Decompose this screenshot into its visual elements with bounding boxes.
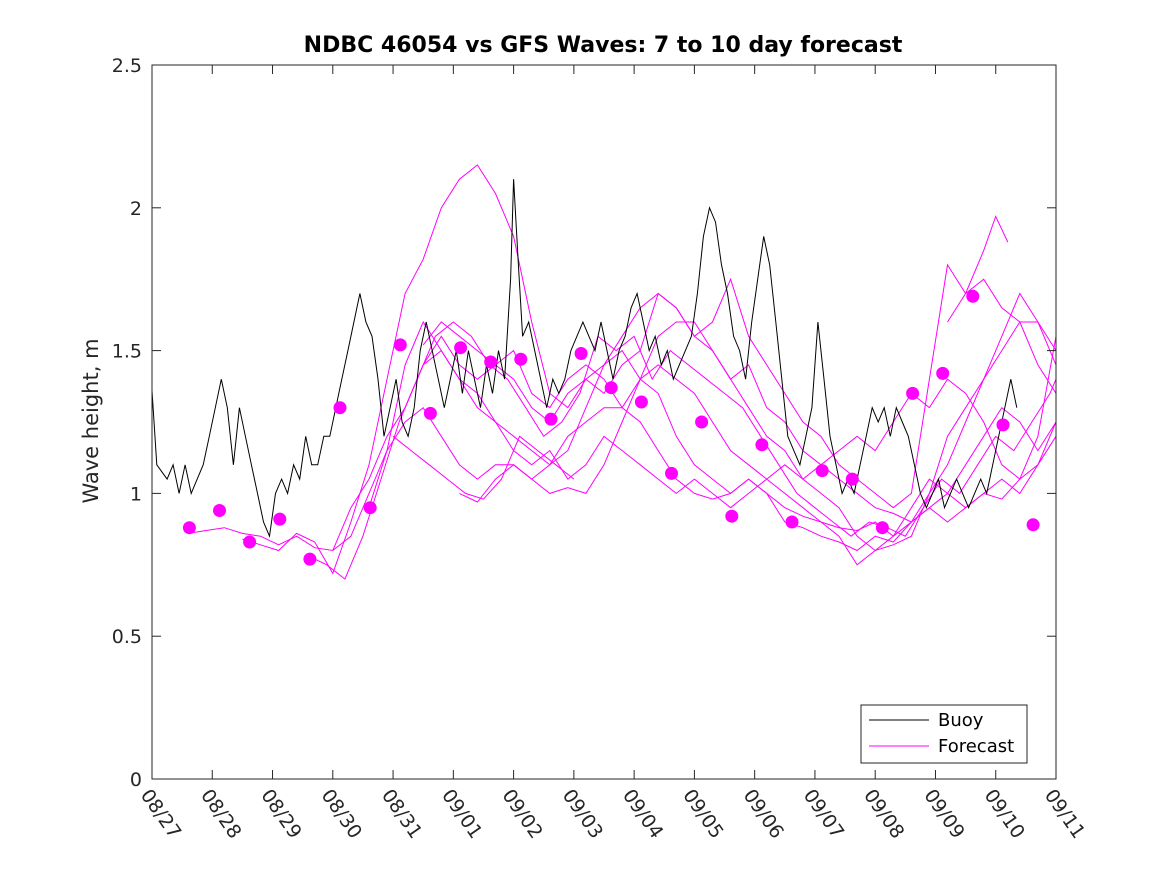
x-tick-label: 09/05 <box>678 785 727 842</box>
x-tick-label: 08/28 <box>196 785 245 842</box>
x-tick-label: 09/04 <box>618 785 667 842</box>
forecast-marker-2 <box>213 504 226 517</box>
forecast-lines <box>188 164 1057 580</box>
forecast-marker-6 <box>333 401 347 415</box>
plot-area <box>151 64 1057 780</box>
x-tick-label: 09/09 <box>919 785 968 842</box>
buoy-line <box>151 179 1018 539</box>
forecast-marker-25 <box>906 386 920 400</box>
forecast-line-9 <box>459 292 1057 566</box>
x-tick-label: 08/27 <box>136 785 185 842</box>
forecast-marker-8 <box>393 338 407 352</box>
forecast-marker-26 <box>936 366 950 380</box>
y-axis-label: Wave height, m <box>79 338 103 503</box>
forecast-marker-19 <box>725 509 739 523</box>
forecast-marker-18 <box>695 415 709 429</box>
buoy-line-group <box>151 179 1018 539</box>
forecast-marker-14 <box>574 347 588 360</box>
x-tick-label: 08/29 <box>256 785 305 842</box>
forecast-marker-15 <box>604 381 618 395</box>
forecast-marker-5 <box>303 552 317 566</box>
x-tick-label: 08/30 <box>317 785 366 842</box>
y-tick-label: 2 <box>130 198 142 220</box>
x-tick-label: 09/08 <box>859 785 908 842</box>
x-tick-label: 09/02 <box>498 785 547 842</box>
forecast-line-3 <box>308 321 1057 580</box>
x-tick-label: 09/07 <box>799 785 848 842</box>
forecast-marker-22 <box>815 464 829 478</box>
forecast-marker-16 <box>634 395 648 409</box>
forecast-marker-20 <box>755 438 769 452</box>
forecast-line-8 <box>392 435 575 500</box>
x-tick-label: 09/01 <box>437 785 486 842</box>
forecast-marker-10 <box>454 341 468 355</box>
forecast-line-6 <box>404 292 1057 552</box>
y-tick-label: 0 <box>130 769 142 791</box>
y-tick-label: 0.5 <box>112 626 142 648</box>
y-axis: 0 0.5 1 1.5 2 2.5 <box>112 55 1056 791</box>
forecast-marker-27 <box>966 289 980 303</box>
legend-box <box>860 704 1028 764</box>
forecast-line-5 <box>332 321 1057 551</box>
x-tick-label: 09/10 <box>980 785 1029 842</box>
forecast-line-10 <box>947 215 1009 323</box>
chart-title: NDBC 46054 vs GFS Waves: 7 to 10 day for… <box>304 33 903 58</box>
forecast-marker-13 <box>544 412 558 426</box>
plot-background <box>152 65 1056 779</box>
forecast-line-4 <box>368 320 1057 509</box>
legend: Buoy Forecast <box>860 704 1028 764</box>
forecast-marker-1 <box>182 521 196 535</box>
forecast-marker-3 <box>243 535 257 549</box>
forecast-line-7 <box>422 263 1057 509</box>
forecast-marker-4 <box>273 512 287 526</box>
legend-buoy-label: Buoy <box>938 710 984 731</box>
x-tick-label: 08/31 <box>377 785 426 842</box>
forecast-markers <box>182 289 1040 566</box>
x-tick-label: 09/03 <box>558 785 607 842</box>
forecast-marker-23 <box>845 472 859 486</box>
y-tick-label: 2.5 <box>112 55 142 77</box>
forecast-marker-9 <box>423 406 437 420</box>
y-tick-label: 1 <box>130 483 142 505</box>
forecast-marker-11 <box>484 355 498 369</box>
forecast-marker-17 <box>665 466 678 480</box>
forecast-marker-21 <box>785 515 799 529</box>
forecast-marker-29 <box>1026 518 1040 532</box>
x-tick-label: 09/06 <box>739 785 788 842</box>
forecast-marker-12 <box>514 352 528 366</box>
plot-frame <box>151 64 1057 780</box>
forecast-marker-24 <box>875 521 889 535</box>
x-tick-label: 09/11 <box>1040 785 1089 842</box>
legend-forecast-label: Forecast <box>938 736 1014 757</box>
y-tick-label: 1.5 <box>112 341 142 363</box>
forecast-marker-7 <box>363 501 377 515</box>
forecast-marker-28 <box>996 418 1010 432</box>
